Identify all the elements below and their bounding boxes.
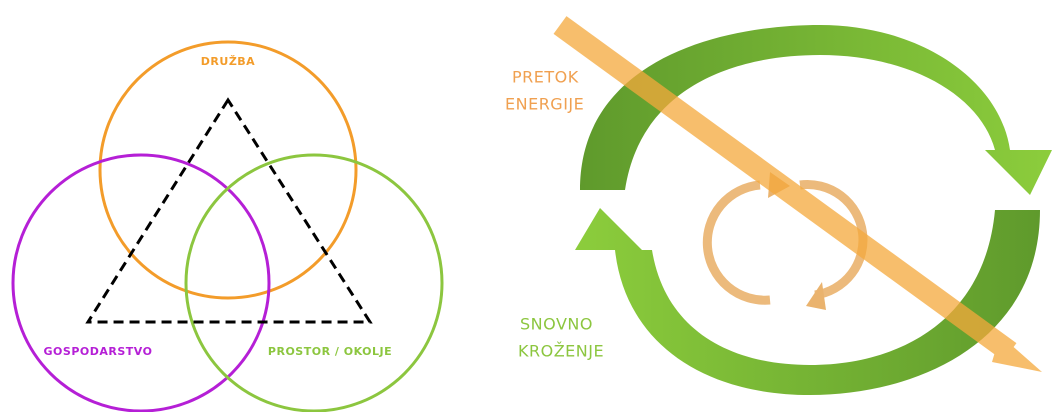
- small-arrowhead: [806, 282, 826, 310]
- cycle-label: KROŽENJE: [518, 342, 604, 361]
- label-society: DRUŽBA: [201, 55, 255, 68]
- cycle-arrow-top: [580, 25, 1052, 195]
- energy-arrow: [553, 16, 1042, 372]
- cycle-arrow-bottom: [575, 208, 1040, 395]
- energy-head: [992, 335, 1042, 372]
- label-environment: PROSTOR / OKOLJE: [268, 345, 392, 358]
- triangle: [85, 97, 373, 324]
- small-arc: [702, 180, 771, 305]
- label-economy: GOSPODARSTVO: [44, 345, 153, 358]
- energy-label: PRETOK: [512, 68, 579, 87]
- energy-label: ENERGIJE: [505, 95, 584, 114]
- energy-shaft: [553, 16, 1017, 361]
- circle-society: [98, 40, 358, 300]
- circle-economy: [11, 153, 271, 412]
- cycle-label: SNOVNO: [520, 315, 593, 334]
- venn: [11, 40, 444, 412]
- circle-environment: [184, 153, 444, 412]
